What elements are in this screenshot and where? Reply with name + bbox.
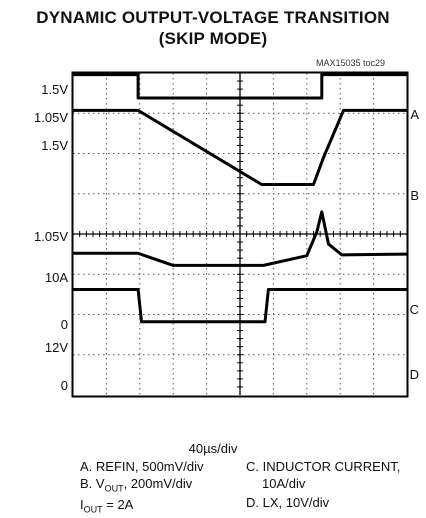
iout-suffix: = 2A bbox=[102, 497, 134, 512]
figure-code: MAX15035 toc29 bbox=[316, 58, 386, 68]
traces bbox=[73, 73, 408, 324]
legend-d: D. LX, 10V/div bbox=[246, 495, 330, 510]
time-division-label: 40µs/div bbox=[188, 441, 238, 456]
chart-title-line2: (SKIP MODE) bbox=[158, 29, 268, 48]
iout-prefix: I bbox=[80, 497, 84, 512]
iout-sub: OUT bbox=[83, 504, 103, 515]
right-label-b: B bbox=[410, 188, 419, 203]
legend-a: A. REFIN, 500mV/div bbox=[80, 459, 204, 474]
left-label-b-high: 1.5V bbox=[41, 138, 68, 153]
trace-c bbox=[73, 210, 408, 267]
left-label-d-high: 12V bbox=[44, 340, 68, 355]
legend-b-suffix: , 200mV/div bbox=[123, 476, 193, 491]
legend-b-prefix: B. V bbox=[80, 476, 105, 491]
trace-a bbox=[73, 73, 407, 100]
grid bbox=[73, 73, 407, 395]
left-label-a-high: 1.5V bbox=[41, 82, 68, 97]
chart-title-line1: DYNAMIC OUTPUT-VOLTAGE TRANSITION bbox=[36, 8, 390, 27]
right-label-d: D bbox=[409, 367, 419, 382]
legend-iout: IOUT = 2A bbox=[80, 497, 133, 518]
legend-b-sub: OUT bbox=[104, 483, 124, 494]
left-label-a-low: 1.05V bbox=[34, 110, 68, 125]
legend-b: B. VOUT, 200mV/div bbox=[80, 476, 192, 497]
trace-b bbox=[73, 108, 407, 186]
plot-frame bbox=[71, 71, 409, 398]
left-label-c-high: 10A bbox=[44, 270, 68, 285]
right-label-a: A bbox=[410, 107, 419, 122]
trace-d bbox=[73, 288, 407, 324]
left-label-c-zero: 0 bbox=[60, 317, 68, 332]
left-label-d-zero: 0 bbox=[60, 378, 68, 393]
left-label-b-low: 1.05V bbox=[34, 229, 68, 244]
legend-c2: 10A/div bbox=[262, 476, 306, 491]
legend-c1: C. INDUCTOR CURRENT, bbox=[246, 459, 401, 474]
right-label-c: C bbox=[409, 302, 419, 317]
